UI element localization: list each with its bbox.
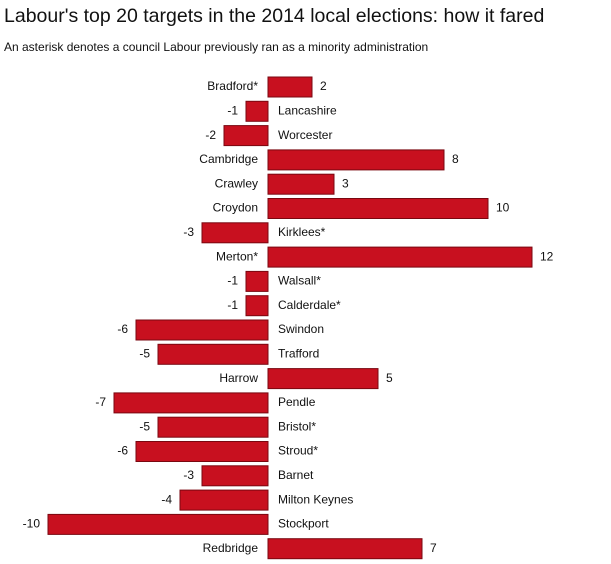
value-label: 12 [540,249,554,263]
category-label: Redbridge [203,541,259,555]
category-label: Barnet [278,468,314,482]
bar [267,149,445,171]
bar [135,441,269,462]
bar [267,246,533,268]
value-label: -10 [23,517,41,531]
value-label: -7 [95,395,106,409]
chart-title: Labour's top 20 targets in the 2014 loca… [4,5,544,27]
category-label: Worcester [278,128,332,142]
bar [267,368,379,390]
value-label: 2 [320,79,327,93]
bar [245,100,269,122]
value-label: 5 [386,371,393,385]
bar [201,465,269,487]
value-label: -3 [183,468,194,482]
value-label: -5 [139,346,150,360]
value-label: -2 [205,128,216,142]
category-label: Harrow [219,371,258,385]
bar [157,416,269,438]
value-label: -3 [183,225,194,239]
category-label: Pendle [278,395,316,409]
value-label: -1 [227,298,238,312]
bar [179,489,269,511]
value-label: -6 [117,444,128,458]
bar [267,538,423,560]
value-label: -1 [227,274,238,288]
value-label: -5 [139,419,150,433]
bar [113,392,269,414]
category-label: Walsall* [278,274,321,288]
category-label: Stroud* [278,444,318,458]
bar [245,270,269,292]
bar [267,76,313,98]
category-label: Stockport [278,517,329,531]
value-label: 3 [342,176,349,190]
bar [157,343,269,365]
category-label: Trafford [278,346,319,360]
category-label: Cambridge [199,152,258,166]
value-label: -1 [227,103,238,117]
category-label: Bradford* [207,79,258,93]
category-label: Crawley [215,176,258,190]
bar [267,198,489,219]
bar [267,173,335,195]
category-label: Kirklees* [278,225,326,239]
bar [245,295,269,317]
value-label: -6 [117,322,128,336]
value-label: 7 [430,541,437,555]
category-label: Swindon [278,322,324,336]
chart-subtitle: An asterisk denotes a council Labour pre… [4,40,428,54]
category-label: Merton* [216,249,258,263]
value-label: -4 [161,492,172,506]
bar [135,319,269,341]
category-label: Calderdale* [278,298,341,312]
category-label: Croydon [213,201,258,215]
bar [201,222,269,244]
value-label: 10 [496,201,510,215]
category-label: Bristol* [278,419,316,433]
category-label: Milton Keynes [278,492,353,506]
value-label: 8 [452,152,459,166]
category-label: Lancashire [278,103,337,117]
bar [47,513,269,535]
bar [223,125,269,147]
